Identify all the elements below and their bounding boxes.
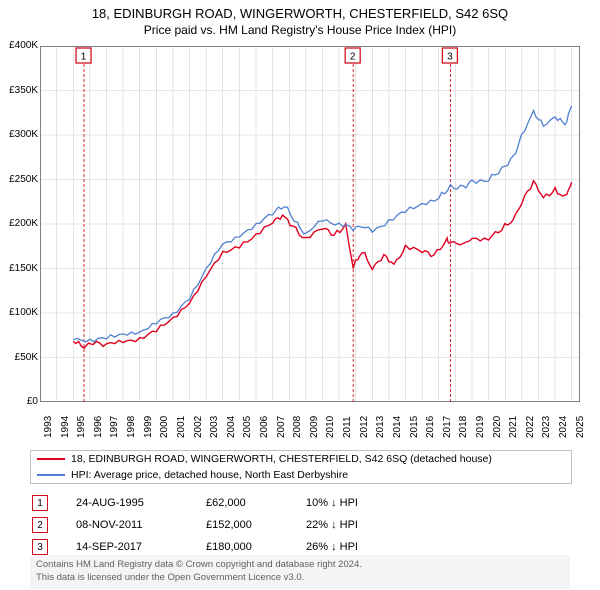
attribution-footer: Contains HM Land Registry data © Crown c… — [30, 555, 570, 589]
line-chart: 1 2 3 — [40, 46, 580, 402]
sale-date: 24-AUG-1995 — [76, 497, 206, 509]
x-tick-label: 2023 — [541, 416, 552, 438]
y-tick-label: £0 — [4, 396, 38, 407]
x-tick-label: 2005 — [242, 416, 253, 438]
y-tick-label: £400K — [4, 40, 38, 51]
sale-delta: 26% ↓ HPI — [306, 541, 446, 553]
svg-text:3: 3 — [447, 52, 453, 63]
x-axis-labels: 1993 1994 1995 1996 1997 1998 1999 2000 2001 2002… — [40, 404, 580, 450]
x-tick-label: 2012 — [359, 416, 370, 438]
x-tick-label: 2013 — [375, 416, 386, 438]
sale-delta: 10% ↓ HPI — [306, 497, 446, 509]
sale-date: 14-SEP-2017 — [76, 541, 206, 553]
x-tick-label: 1995 — [76, 416, 87, 438]
sale-marker-badge: 1 — [32, 495, 48, 511]
figure: { "title":"18, EDINBURGH ROAD, WINGERWOR… — [0, 0, 600, 590]
x-tick-label: 2002 — [193, 416, 204, 438]
legend-swatch — [37, 458, 65, 460]
x-tick-label: 2015 — [409, 416, 420, 438]
legend-label: 18, EDINBURGH ROAD, WINGERWORTH, CHESTER… — [71, 453, 492, 465]
y-tick-label: £50K — [4, 352, 38, 363]
x-tick-label: 2009 — [309, 416, 320, 438]
x-tick-label: 1996 — [93, 416, 104, 438]
table-row: 1 24-AUG-1995 £62,000 10% ↓ HPI — [30, 492, 570, 514]
x-tick-label: 2022 — [525, 416, 536, 438]
y-tick-label: £250K — [4, 174, 38, 185]
x-tick-label: 2007 — [276, 416, 287, 438]
sale-price: £180,000 — [206, 541, 306, 553]
sale-marker-badge: 2 — [32, 517, 48, 533]
footer-line: This data is licensed under the Open Gov… — [36, 572, 564, 585]
sales-table: 1 24-AUG-1995 £62,000 10% ↓ HPI 2 08-NOV… — [30, 492, 570, 558]
legend: 18, EDINBURGH ROAD, WINGERWORTH, CHESTER… — [30, 450, 572, 484]
legend-item-hpi: HPI: Average price, detached house, Nort… — [31, 467, 571, 483]
x-tick-label: 2004 — [226, 416, 237, 438]
x-tick-label: 2024 — [558, 416, 569, 438]
x-tick-label: 1997 — [109, 416, 120, 438]
chart-title: 18, EDINBURGH ROAD, WINGERWORTH, CHESTER… — [0, 0, 600, 21]
x-tick-label: 2016 — [425, 416, 436, 438]
x-tick-label: 2019 — [475, 416, 486, 438]
x-tick-label: 2000 — [159, 416, 170, 438]
svg-text:2: 2 — [350, 52, 356, 63]
footer-line: Contains HM Land Registry data © Crown c… — [36, 559, 564, 572]
y-tick-label: £150K — [4, 263, 38, 274]
legend-label: HPI: Average price, detached house, Nort… — [71, 469, 348, 481]
svg-text:1: 1 — [81, 52, 87, 63]
x-tick-label: 2014 — [392, 416, 403, 438]
legend-swatch — [37, 474, 65, 476]
x-tick-label: 2021 — [508, 416, 519, 438]
sale-marker-badge: 3 — [32, 539, 48, 555]
sale-date: 08-NOV-2011 — [76, 519, 206, 531]
y-tick-label: £300K — [4, 129, 38, 140]
x-tick-label: 2010 — [325, 416, 336, 438]
chart-subtitle: Price paid vs. HM Land Registry's House … — [0, 21, 600, 37]
sale-price: £62,000 — [206, 497, 306, 509]
x-tick-label: 2008 — [292, 416, 303, 438]
x-tick-label: 1998 — [126, 416, 137, 438]
x-tick-label: 2020 — [492, 416, 503, 438]
table-row: 2 08-NOV-2011 £152,000 22% ↓ HPI — [30, 514, 570, 536]
chart-plot-area: 1 2 3 — [40, 46, 580, 402]
legend-item-price: 18, EDINBURGH ROAD, WINGERWORTH, CHESTER… — [31, 451, 571, 467]
x-tick-label: 1999 — [143, 416, 154, 438]
y-tick-label: £200K — [4, 218, 38, 229]
x-tick-label: 1994 — [60, 416, 71, 438]
x-tick-label: 2006 — [259, 416, 270, 438]
x-tick-label: 2025 — [575, 416, 586, 438]
x-tick-label: 2001 — [176, 416, 187, 438]
sale-price: £152,000 — [206, 519, 306, 531]
y-tick-label: £350K — [4, 85, 38, 96]
x-tick-label: 2011 — [342, 416, 353, 438]
y-tick-label: £100K — [4, 307, 38, 318]
x-tick-label: 2018 — [458, 416, 469, 438]
x-tick-label: 1993 — [43, 416, 54, 438]
sale-delta: 22% ↓ HPI — [306, 519, 446, 531]
x-tick-label: 2003 — [209, 416, 220, 438]
x-tick-label: 2017 — [442, 416, 453, 438]
